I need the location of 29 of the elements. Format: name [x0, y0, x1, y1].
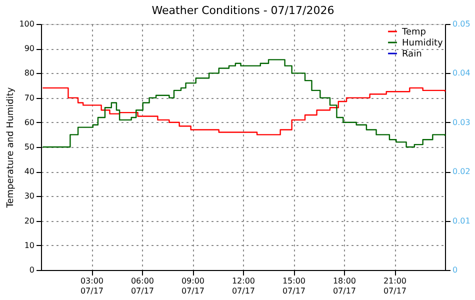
legend-label: Rain — [402, 50, 422, 60]
legend-label: Humidity — [402, 38, 444, 48]
y-tick-label: 20 — [24, 216, 34, 226]
y2-tick-label: 0.05 — [452, 20, 470, 28]
y-tick-label: 70 — [24, 93, 34, 102]
y2-tick-label: 0 — [452, 266, 458, 274]
y-tick-label: 10 — [24, 240, 34, 250]
x-tick-label: 12:00 07/17 — [232, 276, 256, 296]
y2-tick-label: 0.04 — [452, 68, 470, 78]
y-tick-label: 0 — [29, 266, 34, 274]
x-tick-label: 06:00 07/17 — [130, 276, 154, 296]
y2-tick-label: 0.02 — [452, 167, 470, 176]
legend-label: Temp — [401, 28, 426, 38]
y2-tick-label: 0.01 — [452, 216, 470, 226]
x-tick-label: 18:00 07/17 — [332, 276, 356, 296]
x-tick-label: 03:00 07/17 — [80, 276, 104, 296]
y-tick-label: 100 — [19, 20, 34, 28]
x-tick-label: 15:00 07/17 — [282, 276, 306, 296]
y-tick-label: 30 — [24, 192, 34, 201]
y-tick-label: 60 — [24, 118, 34, 127]
x-tick-label: 21:00 07/17 — [383, 276, 407, 296]
y-axis-title: Temperature and Humidity — [6, 86, 16, 209]
y-tick-label: 90 — [24, 44, 34, 54]
chart-title: Weather Conditions - 07/17/2026 — [152, 4, 334, 17]
y2-tick-label: 0.03 — [452, 118, 470, 127]
y-tick-label: 80 — [24, 68, 34, 78]
y-tick-label: 40 — [24, 167, 34, 176]
y-tick-label: 50 — [24, 142, 34, 152]
x-tick-label: 09:00 07/17 — [181, 276, 205, 296]
